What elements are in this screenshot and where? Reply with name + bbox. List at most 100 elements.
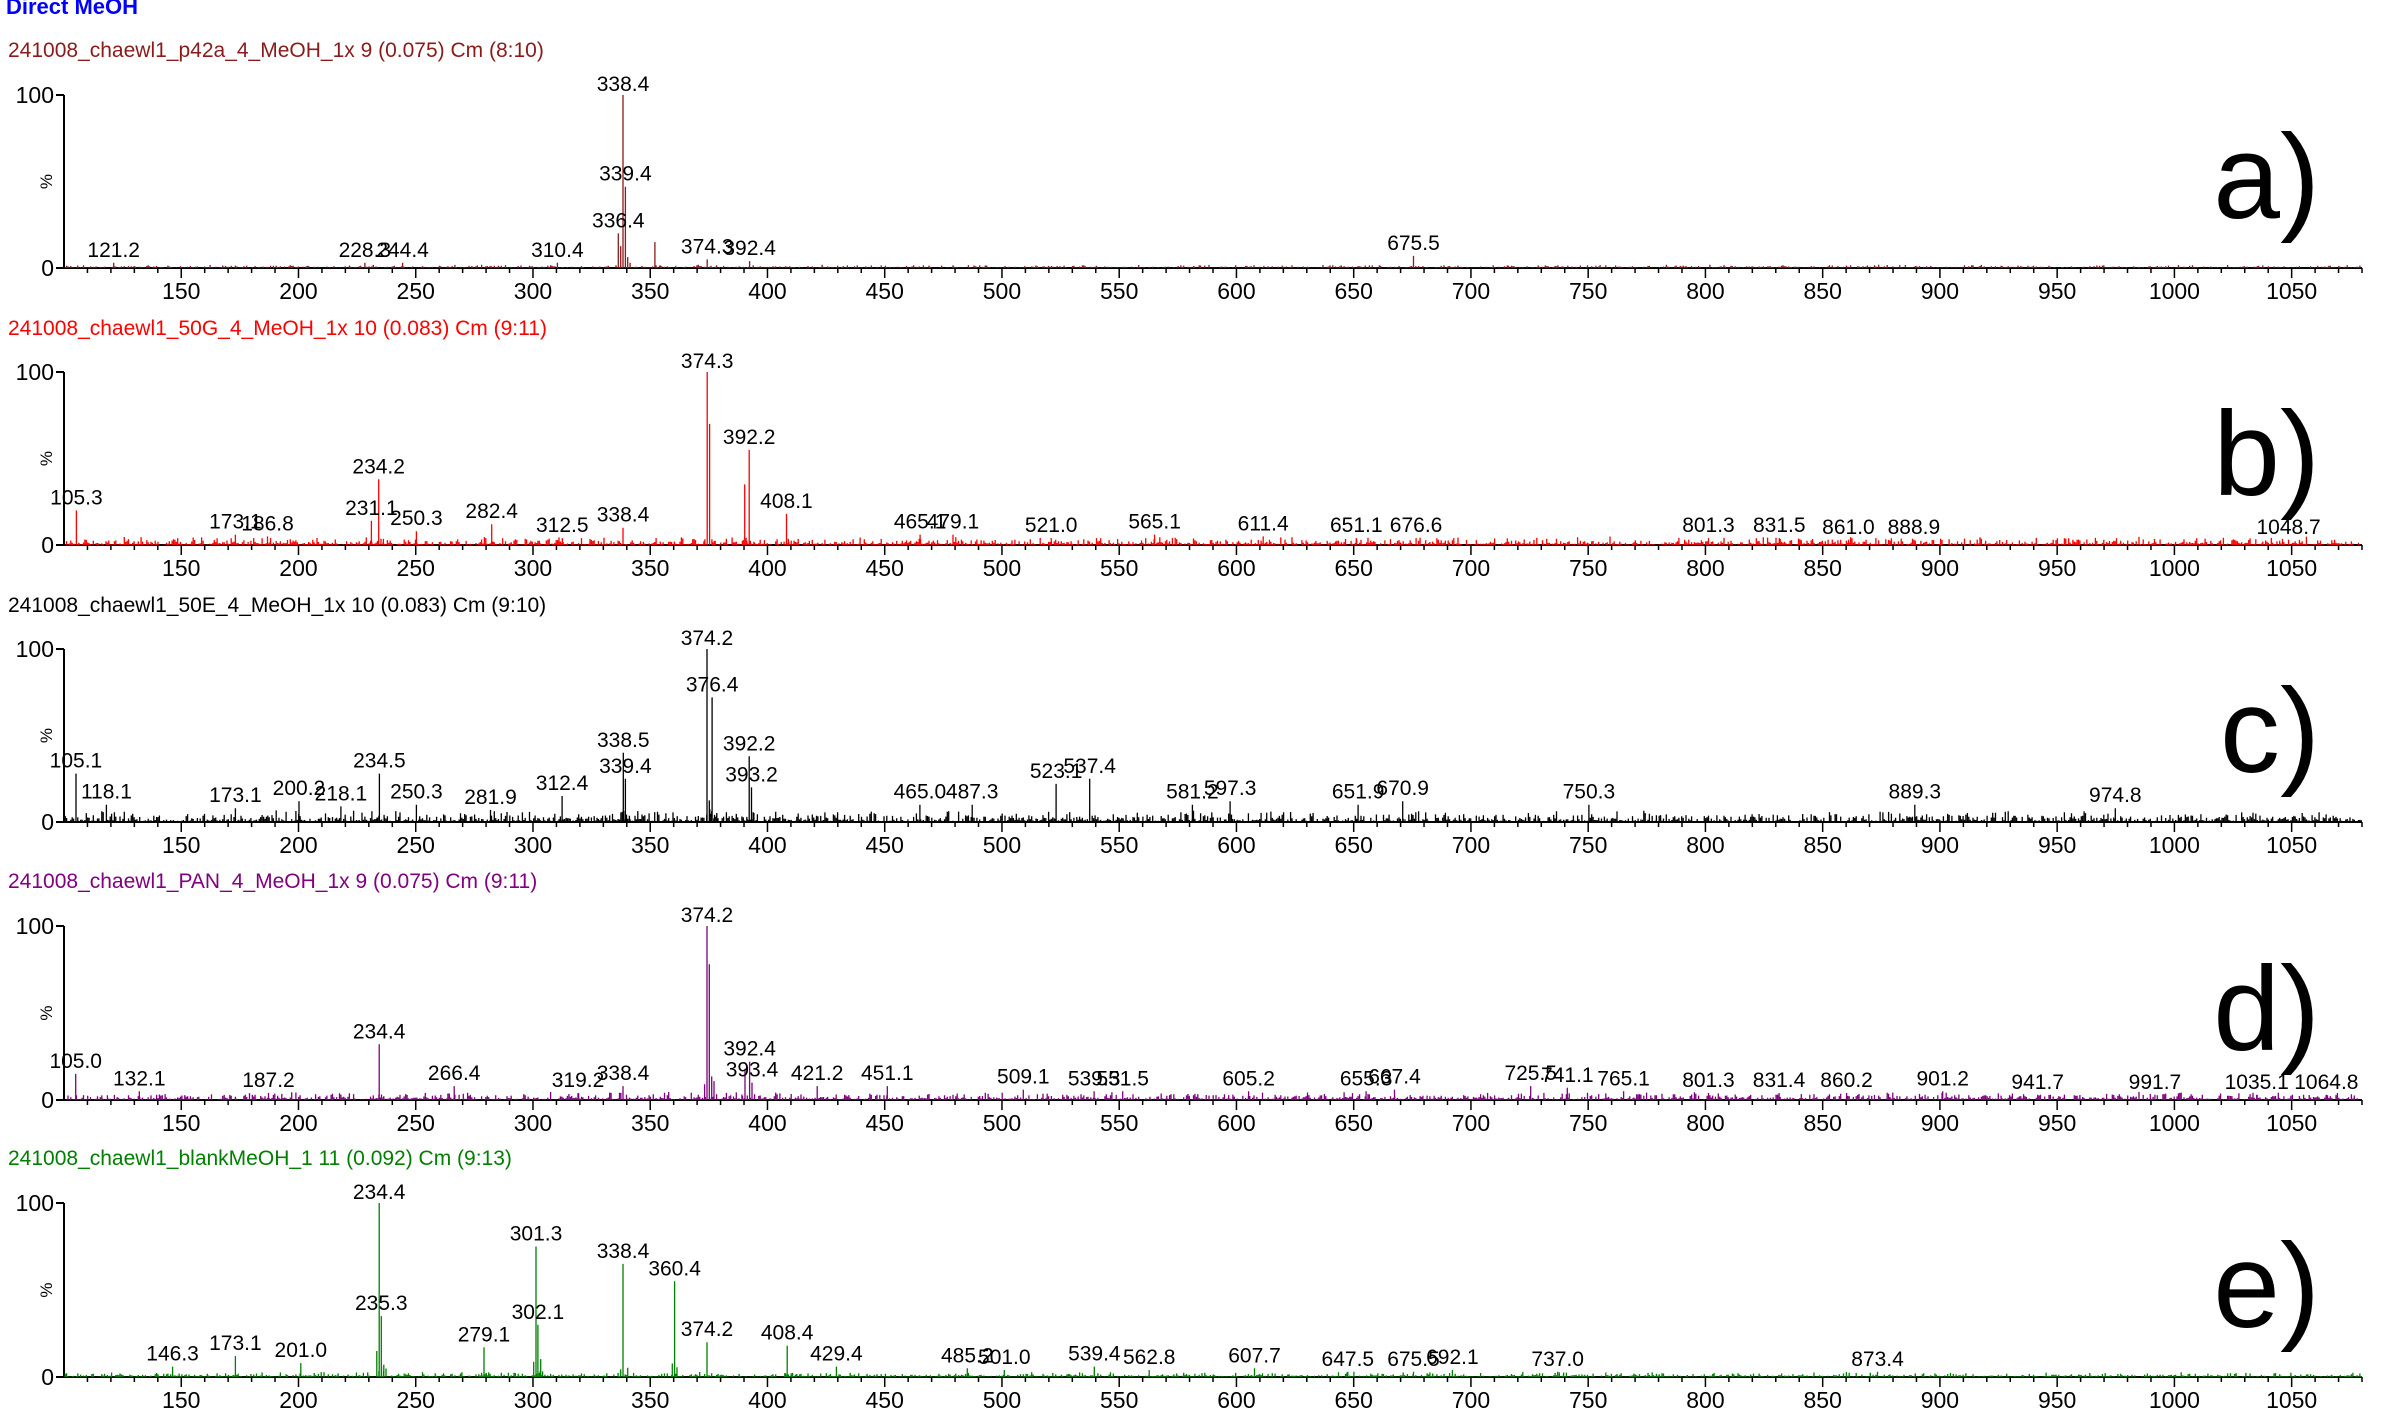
x-tick-label: 550 [1100,832,1138,858]
x-tick-label: 200 [279,1110,317,1136]
peak-label: 651.9 [1332,781,1385,804]
x-tick-label: 1000 [2149,555,2200,581]
spectrum-trace [64,649,2362,822]
x-tick-label: 700 [1452,1387,1490,1413]
peak-label: 465.1 [894,511,947,534]
peak-label: 611.4 [1238,512,1289,535]
x-tick-label: 450 [866,278,904,304]
x-tick-label: 450 [866,555,904,581]
peak-label: 941.7 [2011,1071,2064,1094]
x-tick-label: 900 [1921,832,1959,858]
peak-label: 831.5 [1753,514,1806,537]
x-tick-label: 450 [866,1387,904,1413]
y-axis-label: % [37,174,56,189]
x-tick-label: 500 [983,1110,1021,1136]
spectrum-trace [64,95,2362,268]
peak-label: 235.3 [355,1292,408,1315]
x-tick-label: 650 [1335,555,1373,581]
x-tick-label: 600 [1217,832,1255,858]
peak-label: 647.5 [1322,1348,1375,1371]
spectrum-header: 241008_chaewl1_50G_4_MeOH_1x 10 (0.083) … [8,317,547,340]
peak-label: 231.1 [345,497,398,520]
x-tick-label: 450 [866,832,904,858]
peak-label: 173.1 [209,1332,262,1355]
x-tick-label: 850 [1803,1387,1841,1413]
x-tick-label: 850 [1803,278,1841,304]
panel-tag: c) [2220,664,2320,798]
spectrum-panel-e: 241008_chaewl1_blankMeOH_1 11 (0.092) Cm… [8,1147,2363,1413]
spectrum-trace [64,926,2362,1100]
spectrum-header: 241008_chaewl1_50E_4_MeOH_1x 10 (0.083) … [8,594,546,617]
peak-label: 501.0 [978,1346,1031,1369]
peak-label: 234.4 [353,1020,406,1043]
peak-label: 974.8 [2089,784,2142,807]
x-tick-label: 950 [2038,555,2076,581]
y-tick-label: 100 [16,1190,54,1216]
peak-label: 302.1 [512,1301,565,1324]
x-tick-label: 650 [1335,832,1373,858]
peak-label: 336.4 [592,209,645,232]
peak-label: 374.2 [681,904,734,927]
x-tick-label: 300 [514,1387,552,1413]
peak-label: 392.2 [723,426,776,449]
x-tick-label: 750 [1569,278,1607,304]
x-tick-label: 300 [514,1110,552,1136]
y-tick-label: 100 [16,636,54,662]
x-tick-label: 500 [983,1387,1021,1413]
x-tick-label: 200 [279,1387,317,1413]
peak-label: 201.0 [275,1339,328,1362]
peak-label: 539.4 [1068,1343,1121,1366]
x-tick-label: 250 [397,278,435,304]
x-tick-label: 750 [1569,832,1607,858]
peak-label: 339.4 [599,163,652,186]
x-tick-label: 1000 [2149,1387,2200,1413]
peak-label: 228.3 [339,239,392,262]
peak-label: 338.4 [597,73,650,96]
y-tick-label: 100 [16,82,54,108]
peak-label: 562.8 [1123,1346,1176,1369]
x-tick-label: 200 [279,278,317,304]
x-tick-label: 1000 [2149,1110,2200,1136]
y-tick-label: 0 [41,809,54,835]
x-tick-label: 550 [1100,278,1138,304]
peak-label: 765.1 [1597,1067,1650,1090]
peak-label: 861.0 [1822,516,1875,539]
x-tick-label: 550 [1100,555,1138,581]
spectrum-trace [64,1203,2362,1377]
peak-label: 173.1 [209,784,262,807]
peak-label: 487.3 [946,781,999,804]
peak-label: 408.4 [761,1322,814,1345]
y-axis-label: % [37,1005,56,1020]
peak-label: 392.2 [723,732,776,755]
x-tick-label: 500 [983,832,1021,858]
peak-label: 244.4 [376,239,429,262]
peak-label: 667.4 [1368,1066,1421,1089]
peak-label: 266.4 [428,1062,481,1085]
x-tick-label: 750 [1569,1387,1607,1413]
x-tick-label: 650 [1335,278,1373,304]
x-tick-label: 850 [1803,832,1841,858]
peak-label: 393.2 [725,763,778,786]
x-tick-label: 200 [279,555,317,581]
peak-label: 651.1 [1330,514,1383,537]
x-tick-label: 800 [1686,1387,1724,1413]
peak-label: 173.1 [209,511,262,534]
x-tick-label: 300 [514,555,552,581]
peak-label: 250.3 [390,781,443,804]
peak-label: 301.3 [510,1223,563,1246]
peak-label: 901.2 [1916,1067,1969,1090]
peak-label: 282.4 [465,500,518,523]
x-tick-label: 250 [397,555,435,581]
peak-label: 392.4 [723,1038,776,1061]
peak-label: 991.7 [2129,1071,2182,1094]
panel-tag: a) [2213,110,2320,244]
peak-label: 234.4 [353,1181,406,1204]
peak-label: 392.4 [723,237,776,260]
spectrum-trace [65,372,2362,545]
x-tick-label: 750 [1569,1110,1607,1136]
peak-label: 105.1 [50,750,103,773]
x-tick-label: 600 [1217,1387,1255,1413]
peak-label: 132.1 [113,1067,166,1090]
peak-label: 451.1 [861,1062,914,1085]
